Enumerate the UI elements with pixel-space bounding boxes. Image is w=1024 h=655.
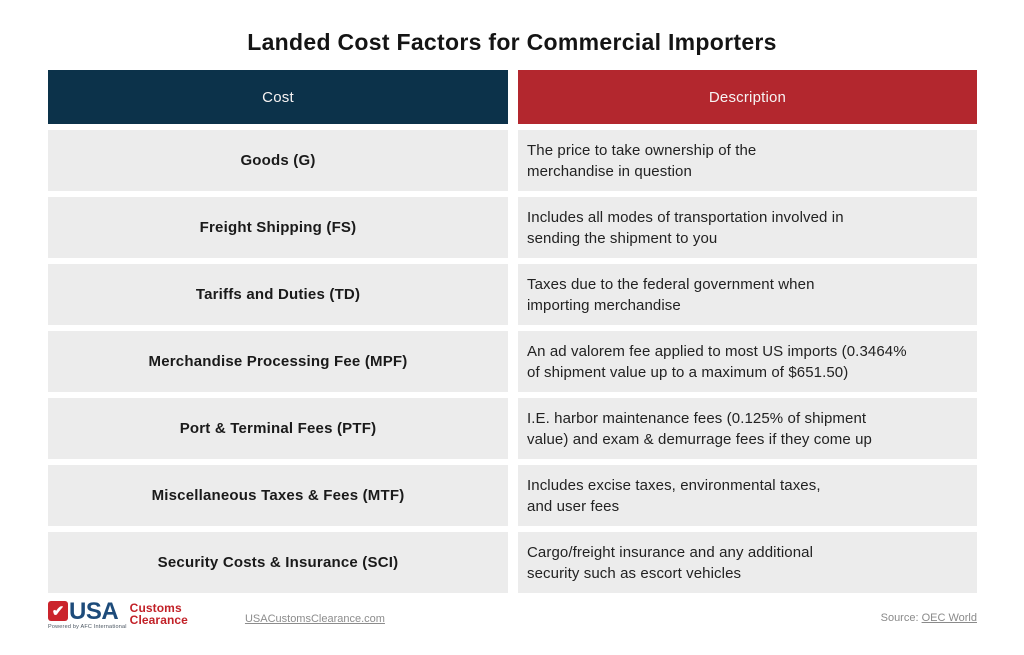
description-line: and user fees — [527, 497, 620, 515]
description-cell: Taxes due to the federal government when… — [518, 264, 977, 325]
cost-cell: Goods (G) — [48, 130, 508, 191]
description-cell: Cargo/freight insurance and any addition… — [518, 532, 977, 593]
description-line: The price to take ownership of the — [527, 141, 757, 159]
description-line: I.E. harbor maintenance fees (0.125% of … — [527, 409, 867, 427]
description-line: Includes all modes of transportation inv… — [527, 208, 844, 226]
logo-powered-by-text: Powered by AFC International — [48, 623, 127, 630]
description-cell: The price to take ownership of the merch… — [518, 130, 977, 191]
description-line: security such as escort vehicles — [527, 564, 742, 582]
description-cell: Includes excise taxes, environmental tax… — [518, 465, 977, 526]
description-line: merchandise in question — [527, 162, 692, 180]
logo-brand-text: Customs Clearance — [129, 600, 188, 627]
description-line: An ad valorem fee applied to most US imp… — [527, 342, 907, 360]
page-title: Landed Cost Factors for Commercial Impor… — [247, 29, 777, 55]
usa-customs-clearance-logo: ✔ USA Powered by AFC International Custo… — [48, 597, 188, 630]
description-line: of shipment value up to a maximum of $65… — [527, 363, 849, 381]
source-attribution: Source: OEC World — [881, 612, 977, 624]
cost-cell: Freight Shipping (FS) — [48, 197, 508, 258]
column-header-description: Description — [518, 70, 977, 124]
column-header-cost: Cost — [48, 70, 508, 124]
source-link[interactable]: OEC World — [921, 612, 977, 624]
logo-brand-line-clearance: Clearance — [129, 613, 188, 627]
cost-cell: Miscellaneous Taxes & Fees (MTF) — [48, 465, 508, 526]
description-line: sending the shipment to you — [527, 229, 718, 247]
website-link[interactable]: USACustomsClearance.com — [244, 613, 385, 625]
description-line: Taxes due to the federal government when — [527, 275, 815, 293]
checkmark-icon: ✔ — [48, 601, 68, 621]
description-cell: I.E. harbor maintenance fees (0.125% of … — [518, 398, 977, 459]
description-line: importing merchandise — [527, 296, 681, 314]
source-label: Source: — [880, 612, 922, 624]
description-line: Cargo/freight insurance and any addition… — [527, 543, 814, 561]
logo-left-block: ✔ USA Powered by AFC International — [48, 597, 127, 630]
description-line: value) and exam & demurrage fees if they… — [527, 430, 872, 448]
landed-cost-table: Cost Description Goods (G) The price to … — [48, 70, 977, 593]
cost-cell: Port & Terminal Fees (PTF) — [48, 398, 508, 459]
cost-cell: Security Costs & Insurance (SCI) — [48, 532, 508, 593]
footer: ✔ USA Powered by AFC International Custo… — [48, 597, 977, 633]
logo-brand-line-customs: Customs — [129, 600, 182, 615]
logo-usa-text: USA — [69, 597, 119, 625]
logo-top-row: ✔ USA — [48, 597, 127, 625]
description-cell: An ad valorem fee applied to most US imp… — [518, 331, 977, 392]
cost-cell: Tariffs and Duties (TD) — [48, 264, 508, 325]
cost-cell: Merchandise Processing Fee (MPF) — [48, 331, 508, 392]
description-cell: Includes all modes of transportation inv… — [518, 197, 977, 258]
description-line: Includes excise taxes, environmental tax… — [527, 476, 821, 494]
